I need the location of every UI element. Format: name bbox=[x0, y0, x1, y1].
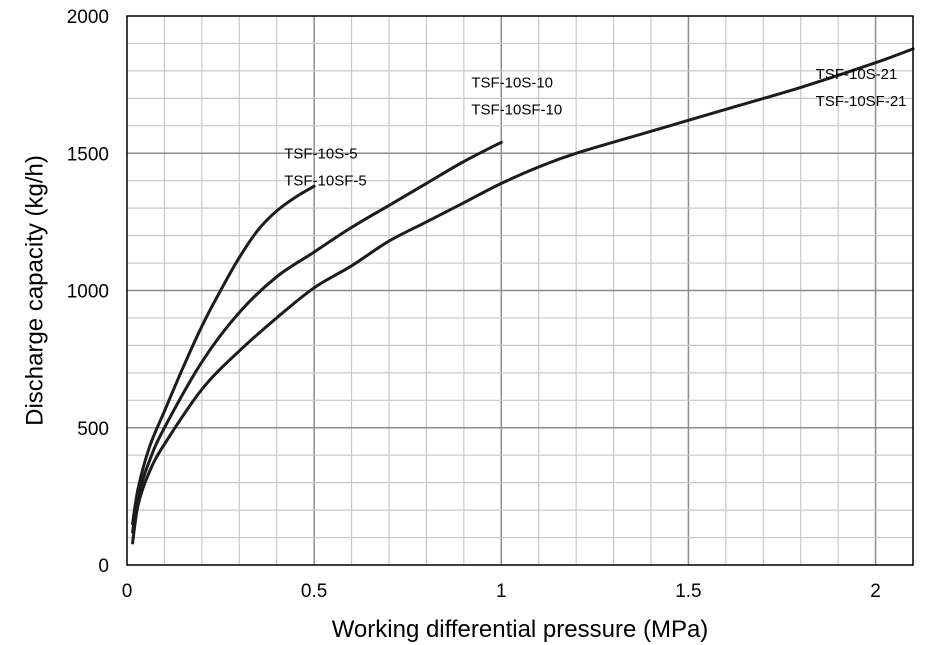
y-tick-label: 2000 bbox=[67, 7, 109, 28]
plot-frame bbox=[126, 15, 914, 566]
y-tick-label: 500 bbox=[77, 419, 109, 440]
series-line-2 bbox=[131, 140, 503, 534]
x-axis-title: Working differential pressure (MPa) bbox=[332, 616, 709, 643]
grid bbox=[127, 16, 913, 565]
series-line-1 bbox=[131, 184, 316, 526]
x-tick-label: 0 bbox=[122, 581, 133, 602]
curve-label-3-1: TSF-10S-21 bbox=[816, 66, 898, 83]
curve-label-2-1: TSF-10S-10 bbox=[471, 74, 553, 91]
curves bbox=[131, 47, 915, 545]
y-tick-label: 1000 bbox=[67, 282, 109, 303]
y-tick-label: 1500 bbox=[67, 144, 109, 165]
x-tick-label: 1.5 bbox=[675, 581, 701, 602]
x-axis-ticks: 0 0.5 1 1.5 2 bbox=[122, 581, 881, 602]
curve-label-1-2: TSF-10SF-5 bbox=[284, 173, 367, 190]
curve-labels: TSF-10S-5 TSF-10SF-5 TSF-10S-10 TSF-10SF-10… bbox=[284, 66, 906, 190]
series-line-3 bbox=[131, 47, 915, 545]
x-tick-label: 2 bbox=[870, 581, 881, 602]
curve-label-3-2: TSF-10SF-21 bbox=[816, 93, 907, 110]
y-axis-title: Discharge capacity (kg/h) bbox=[21, 155, 48, 426]
y-tick-label: 0 bbox=[98, 556, 109, 577]
curve-label-1-1: TSF-10S-5 bbox=[284, 146, 357, 163]
x-tick-label: 0.5 bbox=[301, 581, 327, 602]
x-tick-label: 1 bbox=[496, 581, 507, 602]
y-axis-ticks: 0 500 1000 1500 2000 bbox=[67, 7, 109, 577]
curve-label-2-2: TSF-10SF-10 bbox=[471, 101, 562, 118]
